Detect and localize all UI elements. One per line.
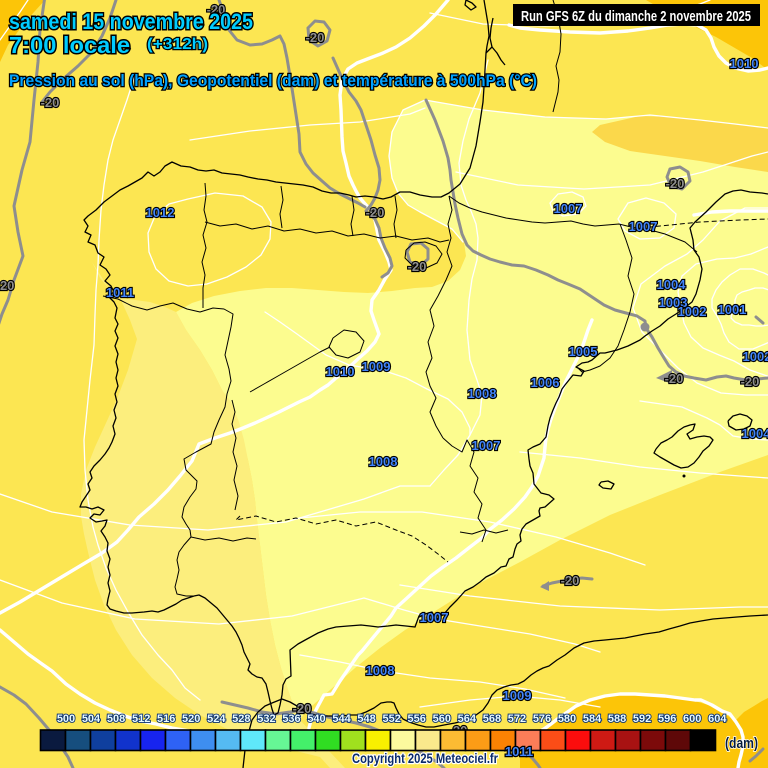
svg-text:516: 516 <box>157 713 175 725</box>
svg-text:-20: -20 <box>41 95 60 110</box>
svg-text:528: 528 <box>232 713 250 725</box>
svg-text:1006: 1006 <box>531 375 560 390</box>
svg-text:1002: 1002 <box>743 349 768 364</box>
svg-text:532: 532 <box>257 713 275 725</box>
svg-text:596: 596 <box>658 713 676 725</box>
svg-text:Run GFS 6Z du dimanche 2 novem: Run GFS 6Z du dimanche 2 novembre 2025 <box>521 8 751 25</box>
svg-text:Pression au sol (hPa), Geopote: Pression au sol (hPa), Geopotentiel (dam… <box>9 71 537 90</box>
svg-text:1009: 1009 <box>362 359 391 374</box>
svg-text:564: 564 <box>458 713 477 725</box>
svg-text:1009: 1009 <box>503 688 532 703</box>
svg-text:1004: 1004 <box>742 426 768 441</box>
svg-text:548: 548 <box>357 713 375 725</box>
svg-text:576: 576 <box>533 713 551 725</box>
svg-text:572: 572 <box>508 713 526 725</box>
svg-text:560: 560 <box>433 713 451 725</box>
svg-text:7:00 locale: 7:00 locale <box>9 32 130 58</box>
svg-text:508: 508 <box>107 713 125 725</box>
svg-text:Copyright 2025 Meteociel.fr: Copyright 2025 Meteociel.fr <box>352 750 498 766</box>
svg-text:1007: 1007 <box>420 610 449 625</box>
svg-text:-20: -20 <box>665 371 684 386</box>
svg-text:504: 504 <box>82 713 101 725</box>
svg-text:samedi 15 novembre 2025: samedi 15 novembre 2025 <box>9 9 253 34</box>
svg-text:(+312h): (+312h) <box>147 36 208 53</box>
svg-text:1011: 1011 <box>106 285 134 300</box>
svg-text:-20: -20 <box>0 278 14 293</box>
svg-text:544: 544 <box>332 713 351 725</box>
svg-text:1004: 1004 <box>657 277 687 292</box>
svg-text:1003: 1003 <box>659 295 688 310</box>
svg-text:552: 552 <box>383 713 401 725</box>
svg-text:580: 580 <box>558 713 576 725</box>
svg-text:556: 556 <box>408 713 426 725</box>
svg-text:-20: -20 <box>666 176 685 191</box>
svg-text:1005: 1005 <box>569 344 598 359</box>
svg-text:1011: 1011 <box>505 744 533 759</box>
svg-text:1008: 1008 <box>369 454 398 469</box>
svg-text:568: 568 <box>483 713 501 725</box>
svg-text:1010: 1010 <box>326 364 355 379</box>
svg-text:1002: 1002 <box>678 304 707 319</box>
svg-text:1007: 1007 <box>629 219 658 234</box>
svg-text:-20: -20 <box>366 205 385 220</box>
svg-text:-20: -20 <box>306 30 325 45</box>
svg-text:524: 524 <box>207 713 226 725</box>
svg-text:604: 604 <box>708 713 727 725</box>
svg-text:1008: 1008 <box>366 663 395 678</box>
svg-text:600: 600 <box>683 713 701 725</box>
svg-text:512: 512 <box>132 713 150 725</box>
svg-text:1007: 1007 <box>472 438 501 453</box>
svg-text:-20: -20 <box>293 701 312 716</box>
svg-text:1007: 1007 <box>554 201 583 216</box>
svg-text:(dam): (dam) <box>725 735 758 752</box>
svg-text:500: 500 <box>57 713 75 725</box>
svg-text:584: 584 <box>583 713 602 725</box>
svg-text:1008: 1008 <box>468 386 497 401</box>
svg-text:-20: -20 <box>561 573 580 588</box>
svg-text:1012: 1012 <box>146 205 175 220</box>
svg-text:-20: -20 <box>741 374 760 389</box>
svg-text:536: 536 <box>282 713 300 725</box>
svg-text:520: 520 <box>182 713 200 725</box>
svg-text:588: 588 <box>608 713 626 725</box>
svg-text:540: 540 <box>307 713 325 725</box>
svg-text:592: 592 <box>633 713 651 725</box>
svg-text:1010: 1010 <box>730 56 759 71</box>
svg-text:-20: -20 <box>408 259 427 274</box>
svg-text:1001: 1001 <box>718 302 747 317</box>
svg-text:-20: -20 <box>207 2 226 17</box>
